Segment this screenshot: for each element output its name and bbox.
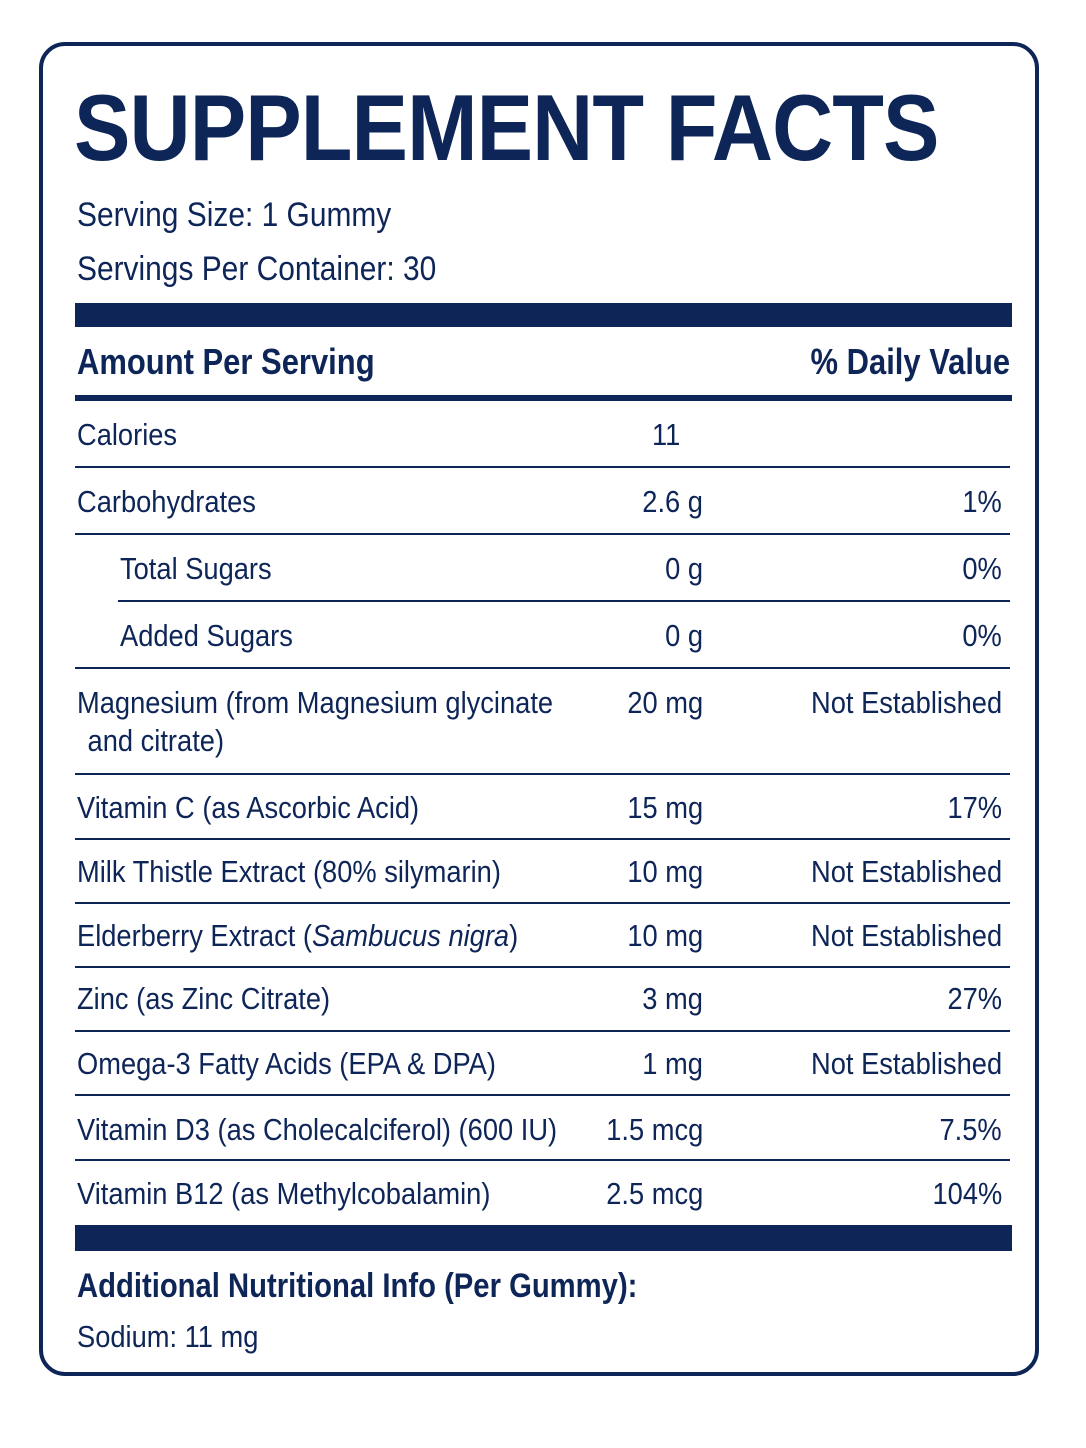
nutrient-name-line2: and citrate) xyxy=(87,723,225,758)
sodium-info: Sodium: 11 mg xyxy=(77,1319,259,1354)
row-divider xyxy=(75,773,1010,775)
nutrient-daily-value: Not Established xyxy=(810,1046,1002,1081)
nutrient-daily-value: Not Established xyxy=(810,854,1002,889)
nutrient-amount: 10 mg xyxy=(627,918,703,953)
row-divider xyxy=(75,838,1010,840)
header-rule xyxy=(75,395,1012,401)
row-divider xyxy=(75,966,1010,968)
nutrient-daily-value: 0% xyxy=(962,551,1002,586)
nutrient-amount: 11 xyxy=(652,417,681,452)
servings-per-container: Servings Per Container: 30 xyxy=(77,250,437,288)
nutrient-daily-value: 104% xyxy=(932,1176,1002,1211)
nutrient-name: Vitamin C (as Ascorbic Acid) xyxy=(77,790,420,825)
nutrient-daily-value: 1% xyxy=(962,484,1002,519)
row-divider xyxy=(75,1030,1010,1032)
nutrient-amount: 0 g xyxy=(665,618,703,653)
nutrient-name: Calories xyxy=(77,417,178,452)
nutrient-daily-value: Not Established xyxy=(810,685,1002,720)
nutrient-amount: 3 mg xyxy=(642,981,703,1016)
label-title: SUPPLEMENT FACTS xyxy=(74,75,939,180)
serving-size: Serving Size: 1 Gummy xyxy=(77,196,392,234)
supplement-facts-panel xyxy=(39,42,1039,1376)
nutrient-amount: 1 mg xyxy=(642,1046,703,1081)
row-divider xyxy=(118,600,1010,602)
nutrient-name: Vitamin B12 (as Methylcobalamin) xyxy=(77,1176,491,1211)
nutrient-name-latin: Sambucus nigra xyxy=(311,918,510,953)
row-divider xyxy=(75,1159,1010,1161)
nutrient-name-prefix: Elderberry Extract ( xyxy=(77,918,312,953)
nutrient-name: Elderberry Extract (Sambucus nigra) xyxy=(77,917,518,955)
row-divider xyxy=(75,902,1010,904)
nutrient-name-line1: Magnesium (from Magnesium glycinate xyxy=(77,685,554,720)
additional-info-title: Additional Nutritional Info (Per Gummy): xyxy=(77,1267,638,1305)
row-divider xyxy=(75,533,1010,535)
nutrient-amount: 2.6 g xyxy=(642,484,703,519)
nutrient-daily-value: 17% xyxy=(947,790,1002,825)
nutrient-name: Vitamin D3 (as Cholecalciferol) (600 IU) xyxy=(77,1112,558,1147)
nutrient-amount: 10 mg xyxy=(627,854,703,889)
row-divider xyxy=(75,466,1010,468)
nutrient-daily-value: 7.5% xyxy=(939,1112,1002,1147)
bottom-thick-rule xyxy=(75,1225,1012,1251)
top-thick-rule xyxy=(75,303,1012,327)
nutrient-name: Added Sugars xyxy=(120,618,293,653)
row-divider xyxy=(75,1094,1010,1096)
nutrient-name: Omega-3 Fatty Acids (EPA & DPA) xyxy=(77,1046,496,1081)
nutrient-amount: 15 mg xyxy=(627,790,703,825)
nutrient-name: Total Sugars xyxy=(120,551,272,586)
nutrient-name: Magnesium (from Magnesium glycinate and … xyxy=(77,684,553,760)
nutrient-amount: 20 mg xyxy=(627,685,703,720)
nutrient-amount: 1.5 mcg xyxy=(605,1112,703,1147)
nutrient-daily-value: 0% xyxy=(962,618,1002,653)
nutrient-name: Zinc (as Zinc Citrate) xyxy=(77,981,331,1016)
amount-per-serving-header: Amount Per Serving xyxy=(77,341,375,382)
daily-value-header: % Daily Value xyxy=(810,341,1010,382)
nutrient-name: Carbohydrates xyxy=(77,484,256,519)
nutrient-name: Milk Thistle Extract (80% silymarin) xyxy=(77,854,501,889)
nutrient-name-suffix: ) xyxy=(509,918,519,953)
nutrient-amount: 0 g xyxy=(665,551,703,586)
nutrient-daily-value: Not Established xyxy=(810,918,1002,953)
row-divider xyxy=(75,667,1010,669)
nutrient-amount: 2.5 mcg xyxy=(605,1176,703,1211)
nutrient-daily-value: 27% xyxy=(947,981,1002,1016)
